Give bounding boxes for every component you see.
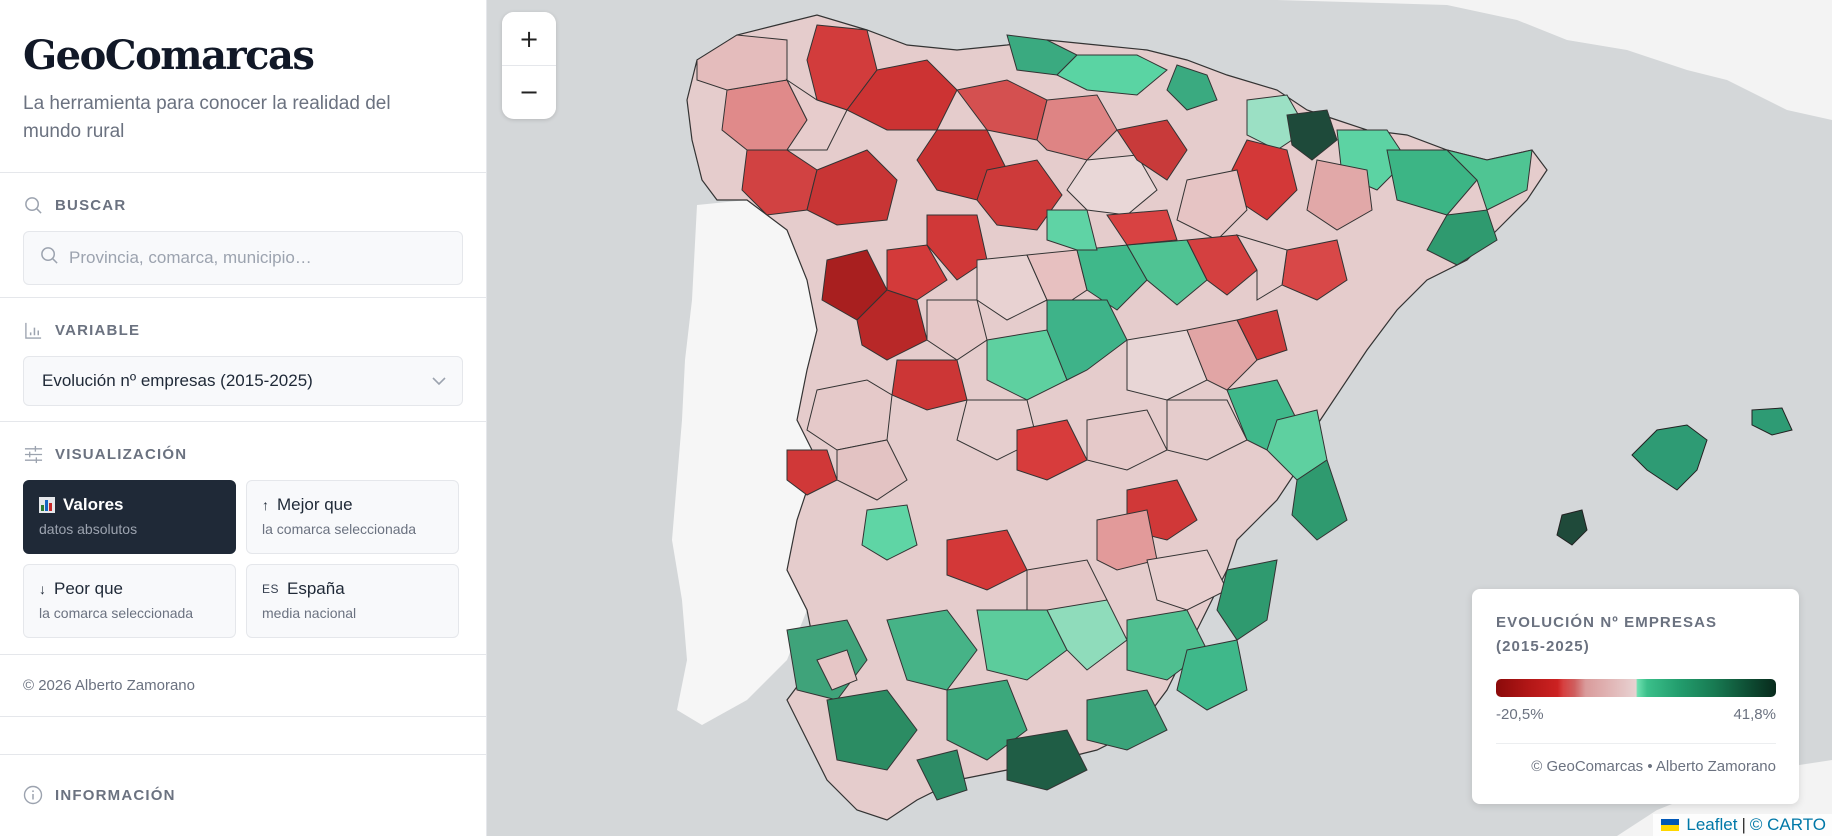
legend-divider bbox=[1496, 743, 1776, 744]
search-section: BUSCAR bbox=[0, 173, 486, 298]
ukraine-flag-icon bbox=[1661, 819, 1680, 831]
info-section[interactable]: INFORMACIÓN bbox=[0, 755, 486, 829]
arrow-up-icon: ↑ bbox=[262, 497, 269, 513]
variable-section-label: VARIABLE bbox=[55, 321, 141, 339]
map-legend: EVOLUCIÓN Nº EMPRESAS (2015-2025) -20,5%… bbox=[1472, 589, 1799, 804]
brand-header: GeoComarcas La herramienta para conocer … bbox=[0, 0, 486, 173]
app-subtitle: La herramienta para conocer la realidad … bbox=[23, 93, 391, 142]
variable-section: VARIABLE Evolución nº empresas (2015-202… bbox=[0, 298, 486, 422]
viz-peor-que-button[interactable]: ↓ Peor que la comarca seleccionada bbox=[23, 564, 236, 638]
legend-credit: © GeoComarcas • Alberto Zamorano bbox=[1531, 758, 1776, 775]
viz-mejor-que-label: Mejor que bbox=[277, 495, 353, 514]
variable-select-value: Evolución nº empresas (2015-2025) bbox=[42, 371, 313, 390]
attribution-separator: | bbox=[1741, 815, 1746, 834]
chevron-down-icon bbox=[432, 371, 446, 391]
legend-max: 41,8% bbox=[1733, 706, 1776, 723]
legend-min: -20,5% bbox=[1496, 706, 1544, 723]
sidebar: GeoComarcas La herramienta para conocer … bbox=[0, 0, 487, 836]
zoom-control: + − bbox=[502, 12, 556, 119]
leaflet-link[interactable]: Leaflet bbox=[1686, 815, 1738, 834]
search-input-icon bbox=[40, 246, 59, 270]
es-flag-icon: ES bbox=[262, 582, 280, 596]
copyright-footer: © 2026 Alberto Zamorano bbox=[0, 655, 486, 717]
viz-valores-sub: datos absolutos bbox=[39, 521, 138, 537]
zoom-out-button[interactable]: − bbox=[502, 65, 556, 118]
visualization-section-label: VISUALIZACIÓN bbox=[55, 445, 188, 463]
balearic-islands[interactable] bbox=[1556, 407, 1793, 546]
viz-valores-label: Valores bbox=[63, 495, 124, 514]
search-field[interactable] bbox=[23, 231, 463, 285]
viz-espana-button[interactable]: ES España media nacional bbox=[246, 564, 459, 638]
france-landmass bbox=[1277, 0, 1832, 120]
comarca-regions[interactable] bbox=[696, 24, 1533, 801]
app-title: GeoComarcas bbox=[23, 32, 315, 79]
carto-link[interactable]: © CARTO bbox=[1749, 815, 1826, 834]
arrow-down-icon: ↓ bbox=[39, 581, 46, 597]
sliders-icon bbox=[23, 444, 43, 464]
legend-title: EVOLUCIÓN Nº EMPRESAS (2015-2025) bbox=[1496, 614, 1718, 655]
copyright-text: © 2026 Alberto Zamorano bbox=[23, 677, 195, 694]
variable-select[interactable]: Evolución nº empresas (2015-2025) bbox=[23, 356, 463, 406]
map-attribution: Leaflet | © CARTO bbox=[1653, 814, 1832, 836]
viz-peor-que-label: Peor que bbox=[54, 579, 123, 598]
viz-espana-sub: media nacional bbox=[262, 605, 357, 621]
zoom-in-button[interactable]: + bbox=[502, 12, 556, 65]
search-icon bbox=[23, 195, 43, 215]
search-section-label: BUSCAR bbox=[55, 196, 127, 214]
viz-espana-label: España bbox=[287, 579, 345, 598]
legend-color-scale bbox=[1496, 679, 1776, 697]
viz-mejor-que-button[interactable]: ↑ Mejor que la comarca seleccionada bbox=[246, 480, 459, 554]
chart-emoji-icon bbox=[39, 497, 55, 513]
visualization-section: VISUALIZACIÓN Valores datos absolutos ↑ … bbox=[0, 422, 486, 655]
sidebar-spacer bbox=[0, 717, 486, 755]
search-input[interactable] bbox=[69, 248, 446, 268]
portugal-landmass bbox=[672, 200, 817, 725]
map-view[interactable]: + − EVOLUCIÓN Nº EMPRESAS (2015-2025) -2… bbox=[487, 0, 1832, 836]
viz-peor-que-sub: la comarca seleccionada bbox=[39, 605, 194, 621]
viz-mejor-que-sub: la comarca seleccionada bbox=[262, 521, 417, 537]
viz-valores-button[interactable]: Valores datos absolutos bbox=[23, 480, 236, 554]
info-icon bbox=[23, 785, 43, 805]
bar-chart-icon bbox=[23, 320, 43, 340]
info-section-label: INFORMACIÓN bbox=[55, 786, 176, 804]
